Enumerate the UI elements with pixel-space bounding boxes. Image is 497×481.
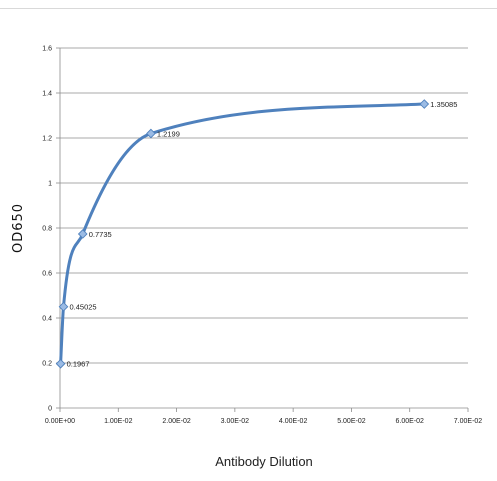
x-tick-label: 6.00E-02 <box>396 418 425 425</box>
x-tick-labels: 0.00E+00 1.00E-02 2.00E-02 3.00E-02 4.00E-02… <box>45 418 482 425</box>
y-tick-label: 1.4 <box>42 91 52 98</box>
data-point-marker <box>419 99 430 109</box>
x-tick-label: 1.00E-02 <box>104 418 133 425</box>
y-tick-label: 0.6 <box>42 271 52 278</box>
y-tick-label: 1.6 <box>42 46 52 53</box>
series-group <box>55 99 430 369</box>
y-tick-label: 0.2 <box>42 361 52 368</box>
y-tick-label: 1 <box>48 181 52 188</box>
x-axis-label: Antibody Dilution <box>215 454 313 469</box>
x-tick-label: 0.00E+00 <box>45 418 75 425</box>
data-point-marker <box>146 128 156 139</box>
x-tick-label: 2.00E-02 <box>162 418 191 425</box>
y-tick-label: 0 <box>48 406 52 413</box>
x-tick-label: 4.00E-02 <box>279 418 308 425</box>
data-label: 0.1967 <box>67 360 90 369</box>
data-label: 1.2199 <box>157 130 180 139</box>
series-line <box>59 102 426 366</box>
data-point-marker <box>77 229 88 239</box>
data-label: 1.35085 <box>430 100 457 109</box>
x-tick-label: 3.00E-02 <box>221 418 250 425</box>
y-tick-labels: 0 0.2 0.4 0.6 0.8 1 1.2 1.4 1.6 <box>42 46 52 413</box>
data-label: 0.45025 <box>69 303 96 312</box>
data-point-marker <box>58 301 69 312</box>
y-tick-label: 0.8 <box>42 226 52 233</box>
y-tick-label: 1.2 <box>42 136 52 143</box>
data-labels: 0.1967 0.45025 0.7735 1.2199 1.35085 <box>67 100 458 369</box>
axes <box>56 47 469 412</box>
y-tick-label: 0.4 <box>42 316 52 323</box>
data-point-marker <box>55 358 66 369</box>
x-tick-label: 5.00E-02 <box>337 418 366 425</box>
y-axis-label: OD650 <box>11 203 26 253</box>
data-label: 0.7735 <box>89 230 112 239</box>
top-divider <box>0 8 497 9</box>
gridlines <box>60 47 468 364</box>
x-tick-label: 7.00E-02 <box>454 418 483 425</box>
